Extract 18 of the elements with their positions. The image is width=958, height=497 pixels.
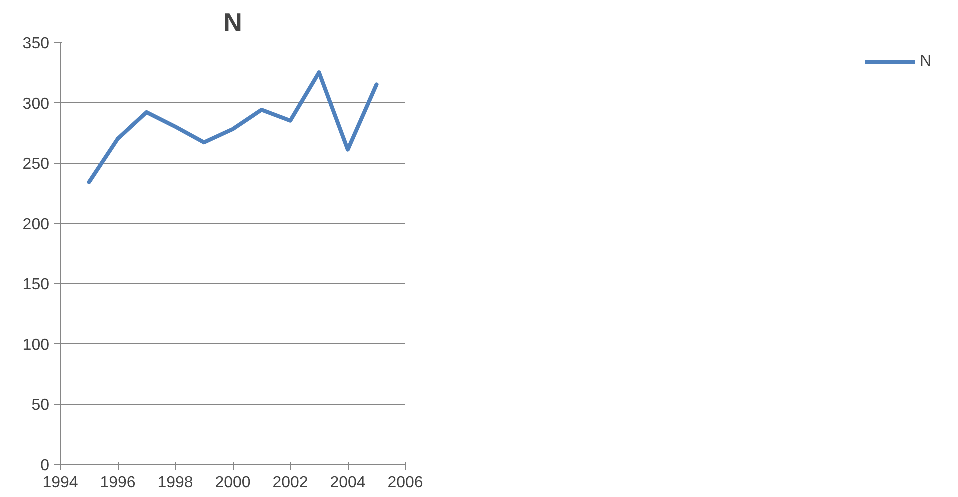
x-tick-label: 1996 xyxy=(100,474,136,492)
y-tick-label: 200 xyxy=(22,216,50,234)
y-tick-label: 250 xyxy=(22,156,50,174)
legend-label: N xyxy=(920,53,933,71)
y-tick-label: 100 xyxy=(22,336,50,354)
x-tick-label: 1994 xyxy=(42,474,78,492)
y-tick-label: 300 xyxy=(22,96,50,113)
x-tick-label: 2000 xyxy=(215,474,251,492)
x-tick-label: 2004 xyxy=(330,474,366,492)
y-tick-label: 50 xyxy=(32,397,50,414)
x-tick-label: 1998 xyxy=(158,474,194,492)
x-tick-label: 2002 xyxy=(272,474,308,492)
y-tick-label: 350 xyxy=(22,36,50,52)
y-tick-label: 150 xyxy=(22,276,50,294)
chart-title: N xyxy=(224,8,242,38)
line-series xyxy=(87,70,379,184)
y-tick-label: 0 xyxy=(40,458,50,474)
x-tick-label: 2006 xyxy=(388,474,424,492)
